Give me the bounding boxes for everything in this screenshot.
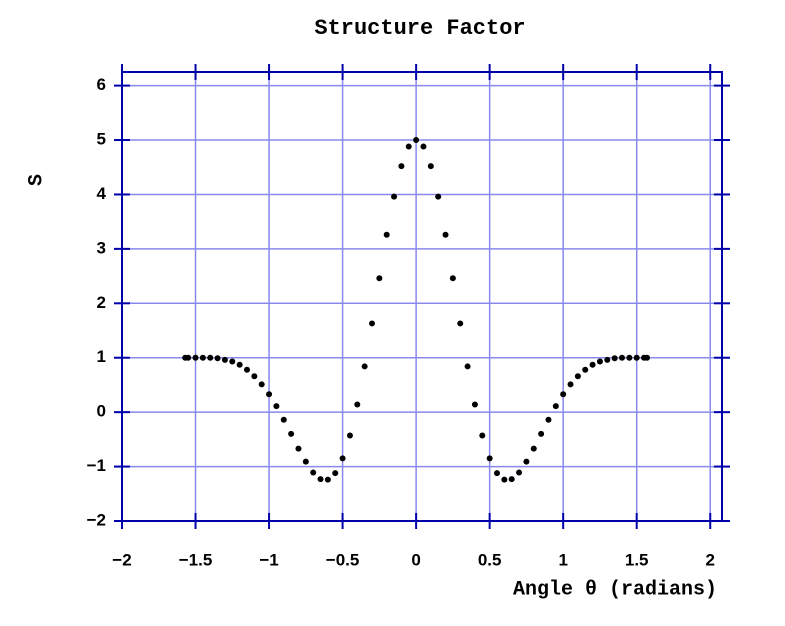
- data-point: [604, 356, 611, 363]
- data-point: [221, 356, 228, 363]
- data-point: [185, 354, 192, 361]
- x-tick-label: 1.5: [625, 550, 649, 569]
- y-tick-label: 4: [97, 184, 107, 203]
- data-point: [574, 373, 581, 380]
- data-point: [369, 320, 375, 327]
- chart-title: Structure Factor: [314, 16, 525, 41]
- data-point: [324, 476, 331, 483]
- data-point: [457, 320, 464, 327]
- data-point: [464, 363, 471, 370]
- data-point: [567, 381, 574, 388]
- data-point: [501, 476, 508, 483]
- data-point: [302, 458, 309, 465]
- data-point: [405, 143, 412, 150]
- x-tick-label: 1: [558, 550, 567, 569]
- y-axis-label: S: [25, 174, 48, 186]
- data-point: [354, 401, 361, 408]
- data-point: [214, 355, 221, 362]
- x-tick-label: −1.5: [179, 550, 213, 569]
- data-point: [310, 469, 317, 476]
- data-point: [589, 361, 596, 368]
- y-tick-label: 6: [97, 75, 106, 94]
- data-point: [582, 366, 589, 373]
- data-point: [339, 455, 346, 462]
- data-point: [258, 381, 265, 388]
- x-axis-label: Angle θ (radians): [513, 578, 717, 601]
- x-tick-label: −1: [259, 550, 278, 569]
- y-tick-label: 2: [97, 293, 106, 312]
- x-tick-label: 2: [706, 550, 715, 569]
- y-tick-label: −1: [87, 456, 106, 475]
- data-point: [266, 391, 273, 398]
- data-point: [199, 354, 206, 361]
- data-point: [207, 354, 214, 361]
- data-point: [545, 416, 552, 423]
- data-point: [420, 143, 427, 150]
- data-point: [236, 361, 243, 368]
- data-point: [611, 355, 618, 362]
- data-point: [361, 363, 368, 370]
- x-tick-label: −0.5: [326, 550, 360, 569]
- x-tick-label: −2: [112, 550, 131, 569]
- data-point: [435, 193, 442, 200]
- data-point: [486, 455, 493, 462]
- data-point: [552, 403, 559, 410]
- y-tick-label: 0: [97, 402, 106, 421]
- y-tick-label: −2: [87, 510, 106, 529]
- data-point: [633, 354, 640, 361]
- data-point: [317, 476, 324, 483]
- data-point: [449, 275, 456, 282]
- data-point: [346, 432, 353, 439]
- y-tick-label: 3: [97, 238, 106, 257]
- data-point: [530, 445, 537, 452]
- x-tick-label: 0.5: [478, 550, 502, 569]
- data-point: [332, 470, 339, 477]
- data-point: [295, 445, 302, 452]
- data-point: [427, 163, 434, 170]
- data-point: [383, 231, 390, 238]
- data-point: [229, 358, 236, 365]
- data-point: [516, 469, 523, 476]
- data-point: [244, 366, 250, 373]
- data-point: [288, 430, 295, 437]
- data-point: [376, 275, 383, 282]
- data-point: [442, 231, 449, 238]
- data-point: [619, 354, 625, 361]
- data-point: [479, 432, 486, 439]
- x-tick-label: 0: [411, 550, 420, 569]
- data-point: [508, 476, 515, 483]
- data-point: [596, 358, 603, 365]
- data-point: [494, 470, 500, 477]
- data-point: [644, 354, 650, 361]
- plot-frame: [121, 71, 723, 522]
- data-point: [626, 354, 633, 361]
- data-point: [280, 416, 287, 423]
- data-point: [251, 373, 258, 380]
- data-point: [391, 193, 398, 200]
- y-tick-label: 5: [97, 130, 106, 149]
- data-point: [538, 430, 545, 437]
- data-point: [192, 354, 199, 361]
- data-point: [273, 403, 280, 410]
- y-tick-label: 1: [97, 347, 106, 366]
- data-point: [523, 458, 530, 465]
- data-point: [560, 391, 567, 398]
- data-point: [398, 163, 405, 170]
- data-point: [471, 401, 478, 408]
- data-point: [413, 137, 420, 144]
